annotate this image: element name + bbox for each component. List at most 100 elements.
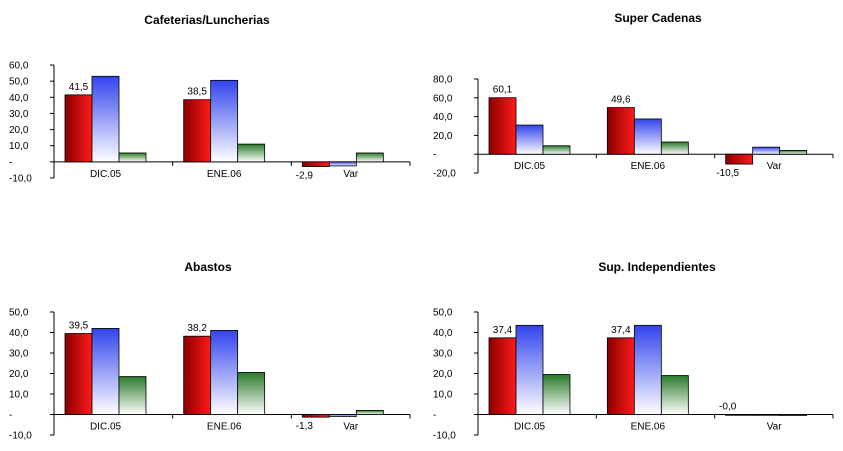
bar-series-2-dic05 xyxy=(515,324,544,415)
chart-svg: Abastos -10,0-10,020,030,040,050,039,5DI… xyxy=(9,260,411,442)
bar-series-3-var xyxy=(779,414,808,416)
chart-svg: Super Cadenas -20,0-20,040,060,080,060,1… xyxy=(433,11,834,180)
bar-series-3-dic05 xyxy=(118,376,147,415)
category-label: DIC.05 xyxy=(90,422,122,433)
chart-sup-independientes: Sup. Independientes -10,0-10,0 20,0 30,0 40… xyxy=(421,226,843,451)
category-label: Var xyxy=(767,422,782,433)
data-label: 41,5 xyxy=(69,82,89,93)
bar-series-3-var xyxy=(779,150,808,155)
bar-series-3-dic05 xyxy=(542,145,571,155)
chart-super-cadenas: Super Cadenas -20,0-20,0 40,0 60,0 80,0 60,1… xyxy=(421,0,843,225)
y-tick-label: 40,0 xyxy=(433,112,453,123)
bar-series-2-var xyxy=(752,414,781,416)
category-label: ENE.06 xyxy=(207,169,242,180)
y-tick-label: 20,0 xyxy=(9,369,29,380)
bar-series-3-dic05 xyxy=(118,152,147,163)
data-label: 37,4 xyxy=(493,325,513,336)
y-tick-label: 80,0 xyxy=(433,75,453,86)
bar-series-3-dic05 xyxy=(542,374,571,415)
data-label: -10,5 xyxy=(716,168,739,179)
chart-cafeterias-luncherias: Cafeterias/Luncherias -10,0-10,0 20,0 30,0… xyxy=(0,0,420,225)
y-tick-label: 50,0 xyxy=(9,77,29,88)
y-tick-label: 30,0 xyxy=(9,109,29,120)
bar-series-1-ene06 xyxy=(606,107,635,155)
bar-series-2-var xyxy=(328,414,357,417)
data-label: 49,6 xyxy=(611,95,631,106)
y-tick-label: 20,0 xyxy=(433,369,453,380)
bar-series-3-ene06 xyxy=(237,143,266,163)
bar-series-3-var xyxy=(355,409,384,415)
category-label: DIC.05 xyxy=(90,169,122,180)
bar-series-3-var xyxy=(355,152,384,163)
data-label: 39,5 xyxy=(69,321,89,332)
category-label: ENE.06 xyxy=(631,161,666,172)
bar-series-1-dic05 xyxy=(64,94,93,163)
y-tick-label: 30,0 xyxy=(433,349,453,360)
chart-svg: Sup. Independientes -10,0-10,020,030,040… xyxy=(433,260,834,442)
bar-series-3-ene06 xyxy=(660,375,689,415)
bar-series-3-ene06 xyxy=(660,141,689,155)
bar-series-3-ene06 xyxy=(237,372,266,415)
bar-series-2-ene06 xyxy=(210,79,239,163)
chart-abastos: Abastos -10,0-10,0 20,0 30,0 40,0 50,0 39,5 DI… xyxy=(0,226,420,451)
data-label: 60,1 xyxy=(493,85,513,96)
bar-series-2-ene06 xyxy=(633,118,662,155)
y-tick-label: 40,0 xyxy=(9,93,29,104)
bar-series-1-var xyxy=(725,153,754,165)
y-tick-label: -10,0 xyxy=(9,174,32,185)
bar-series-1-ene06 xyxy=(183,99,212,163)
chart-title: Sup. Independientes xyxy=(598,260,716,274)
data-label: 38,5 xyxy=(187,87,207,98)
y-tick-label: 50,0 xyxy=(9,308,29,319)
y-tick-label: 20,0 xyxy=(433,131,453,142)
y-tick-label: 10,0 xyxy=(9,141,29,152)
y-tick-label: -10,0 xyxy=(433,431,456,442)
bar-series-1-var xyxy=(301,161,330,167)
bar-series-1-ene06 xyxy=(606,337,635,415)
bar-series-1-var xyxy=(301,414,330,418)
y-tick-label: - xyxy=(433,410,436,421)
y-tick-label: 40,0 xyxy=(433,328,453,339)
y-tick-label: 60,0 xyxy=(433,93,453,104)
data-label: 38,2 xyxy=(187,323,207,334)
chart-title: Super Cadenas xyxy=(614,11,702,25)
bar-series-2-dic05 xyxy=(91,75,120,163)
category-label: Var xyxy=(343,169,358,180)
data-label: -2,9 xyxy=(296,171,314,182)
bar-series-1-dic05 xyxy=(64,333,93,415)
y-tick-label: 10,0 xyxy=(433,390,453,401)
category-label: DIC.05 xyxy=(514,161,546,172)
bar-series-1-dic05 xyxy=(488,97,517,155)
y-tick-label: 50,0 xyxy=(433,308,453,319)
y-tick-label: - xyxy=(9,410,12,421)
y-tick-label: -10,0 xyxy=(9,431,32,442)
bar-series-2-ene06 xyxy=(633,324,662,415)
y-tick-label: -20,0 xyxy=(433,169,456,180)
chart-title: Abastos xyxy=(184,260,232,274)
data-label: 37,4 xyxy=(611,325,631,336)
bar-series-1-dic05 xyxy=(488,337,517,415)
category-label: Var xyxy=(343,422,358,433)
y-tick-label: 10,0 xyxy=(9,390,29,401)
category-label: ENE.06 xyxy=(207,422,242,433)
y-tick-label: 30,0 xyxy=(9,349,29,360)
y-tick-label: 60,0 xyxy=(9,61,29,72)
bar-series-2-var xyxy=(328,161,357,167)
bar-series-1-ene06 xyxy=(183,335,212,415)
category-label: Var xyxy=(767,161,782,172)
y-tick-label: 20,0 xyxy=(9,125,29,136)
bar-series-2-dic05 xyxy=(91,328,120,415)
bar-series-2-dic05 xyxy=(515,124,544,155)
y-tick-label: 40,0 xyxy=(9,328,29,339)
category-label: DIC.05 xyxy=(514,422,546,433)
bar-series-2-var xyxy=(752,146,781,155)
y-tick-label: - xyxy=(9,157,12,168)
category-label: ENE.06 xyxy=(631,422,666,433)
chart-svg: Cafeterias/Luncherias -10,0-10,020,030,0… xyxy=(9,13,411,185)
bar-series-2-ene06 xyxy=(210,330,239,415)
bar-series-1-var xyxy=(725,414,754,416)
chart-title: Cafeterias/Luncherias xyxy=(144,13,270,27)
y-tick-label: - xyxy=(433,150,436,161)
data-label: -0,0 xyxy=(719,402,737,413)
data-label: -1,3 xyxy=(296,421,314,432)
